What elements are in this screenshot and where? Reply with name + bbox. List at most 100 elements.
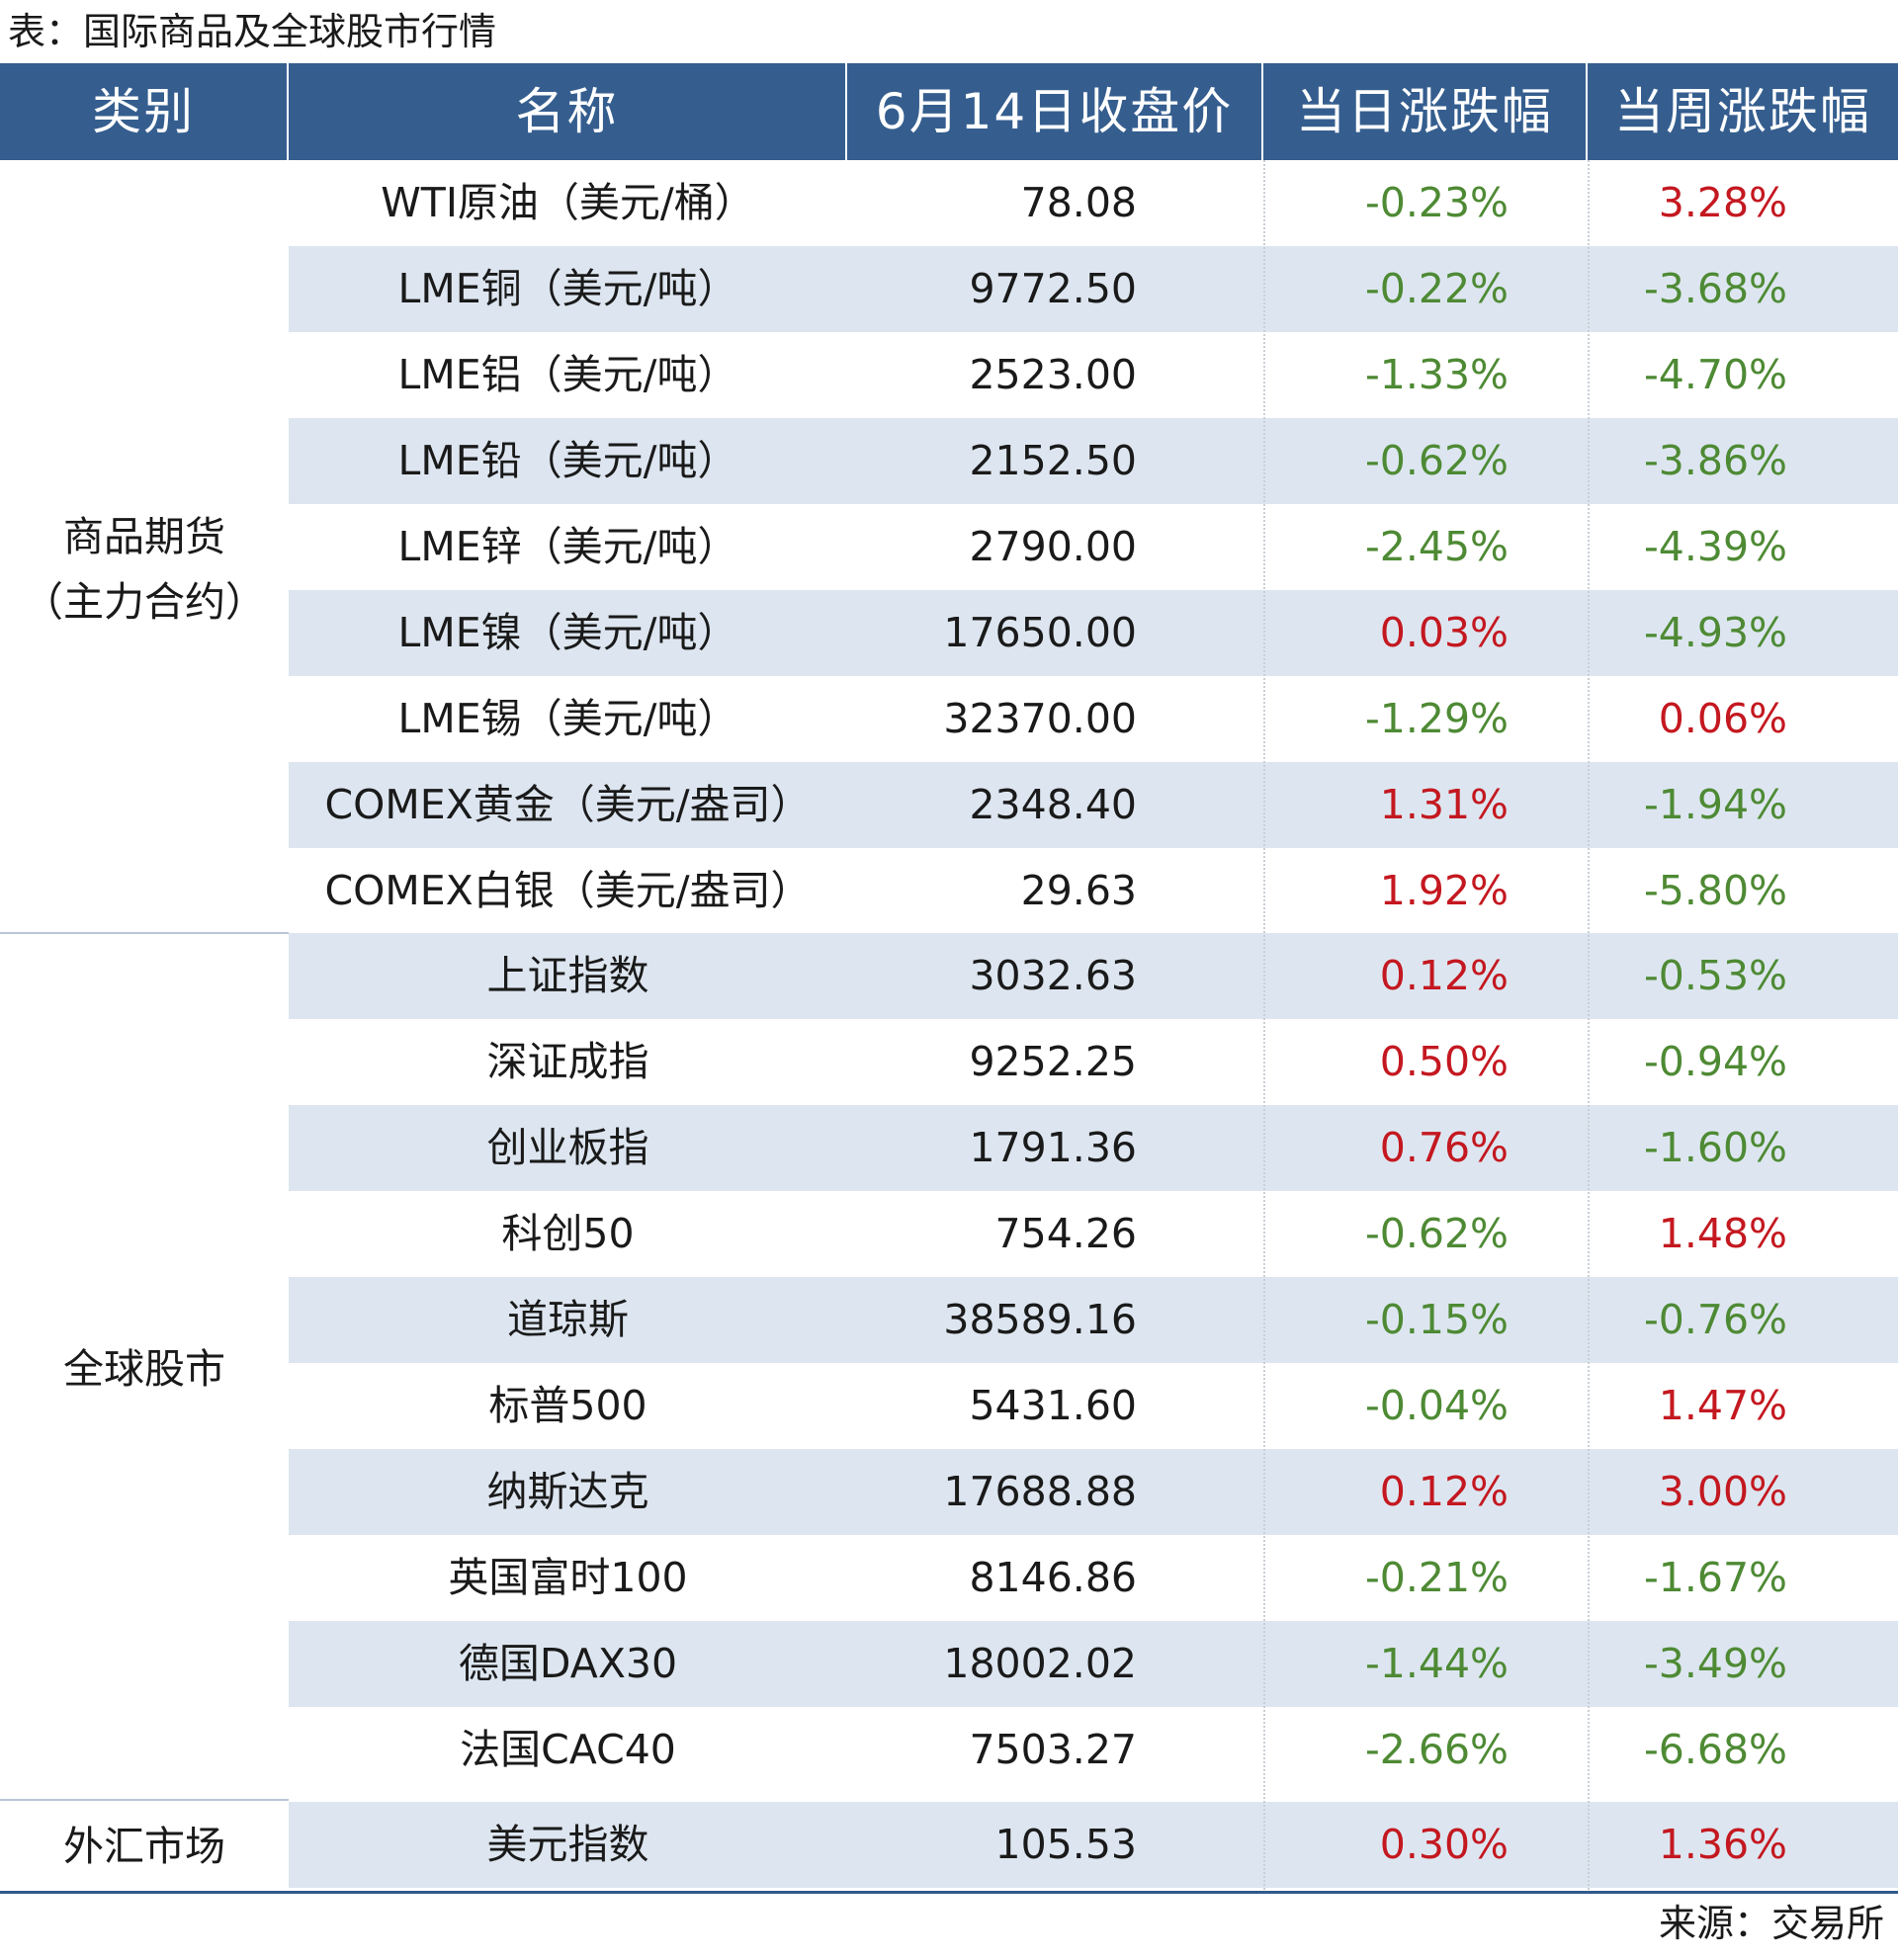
daily-change: -0.22%: [1364, 265, 1509, 312]
daily-change: -0.23%: [1364, 179, 1509, 226]
close-price: 9252.25: [969, 1038, 1137, 1085]
instrument-name: LME铅（美元/吨）: [397, 437, 738, 484]
close-price: 5431.60: [969, 1382, 1137, 1429]
instrument-name: 创业板指: [486, 1124, 649, 1171]
close-price: 105.53: [994, 1821, 1137, 1868]
close-price: 754.26: [994, 1210, 1137, 1257]
close-price: 2348.40: [969, 781, 1137, 828]
instrument-name: LME锡（美元/吨）: [397, 695, 738, 742]
instrument-name: 科创50: [501, 1210, 635, 1257]
daily-change: -1.29%: [1364, 695, 1509, 742]
close-price: 2152.50: [969, 437, 1137, 484]
weekly-change: -4.70%: [1643, 351, 1787, 398]
table-row: LME锌（美元/吨） 2790.00 -2.45% -4.39%: [289, 504, 1898, 590]
header-daily: 当日涨跌幅: [1263, 63, 1588, 160]
daily-change: -0.04%: [1364, 1382, 1509, 1429]
category-commodity-futures: 商品期货 （主力合约）: [0, 504, 289, 635]
category-label: 商品期货: [63, 513, 225, 560]
category-divider: [0, 1799, 289, 1801]
daily-change: -2.66%: [1364, 1726, 1509, 1773]
weekly-change: 3.28%: [1658, 179, 1787, 226]
weekly-change: -0.94%: [1643, 1038, 1787, 1085]
daily-change: 0.12%: [1379, 1468, 1509, 1515]
table-row: WTI原油（美元/桶） 78.08 -0.23% 3.28%: [289, 160, 1898, 246]
close-price: 32370.00: [943, 695, 1137, 742]
instrument-name: 上证指数: [486, 952, 649, 999]
close-price: 29.63: [1020, 867, 1137, 914]
daily-change: 0.76%: [1379, 1124, 1509, 1171]
daily-change: 0.30%: [1379, 1821, 1509, 1868]
close-price: 8146.86: [969, 1554, 1137, 1601]
table-header: 类别 名称 6月14日收盘价 当日涨跌幅 当周涨跌幅: [0, 63, 1898, 160]
table-row: LME铜（美元/吨） 9772.50 -0.22% -3.68%: [289, 246, 1898, 332]
instrument-name: WTI原油（美元/桶）: [381, 179, 755, 226]
category-label: 全球股市: [63, 1345, 225, 1393]
daily-change: -1.33%: [1364, 351, 1509, 398]
market-table: 类别 名称 6月14日收盘价 当日涨跌幅 当周涨跌幅 WTI原油（美元/桶） 78…: [0, 63, 1898, 1894]
table-row: 德国DAX30 18002.02 -1.44% -3.49%: [289, 1621, 1898, 1707]
header-name: 名称: [289, 63, 847, 160]
weekly-change: -1.67%: [1643, 1554, 1787, 1601]
weekly-change: -4.93%: [1643, 609, 1787, 656]
close-price: 38589.16: [943, 1296, 1137, 1343]
weekly-change: 1.48%: [1658, 1210, 1787, 1257]
daily-change: -0.62%: [1364, 437, 1509, 484]
close-price: 9772.50: [969, 265, 1137, 312]
daily-change: 0.03%: [1379, 609, 1509, 656]
table-row: 法国CAC40 7503.27 -2.66% -6.68%: [289, 1707, 1898, 1793]
table-row: 英国富时100 8146.86 -0.21% -1.67%: [289, 1535, 1898, 1621]
instrument-name: 标普500: [488, 1382, 647, 1429]
close-price: 1791.36: [969, 1124, 1137, 1171]
weekly-change: -4.39%: [1643, 523, 1787, 570]
weekly-change: 3.00%: [1658, 1468, 1787, 1515]
daily-change: 1.92%: [1379, 867, 1509, 914]
table-row: 标普500 5431.60 -0.04% 1.47%: [289, 1363, 1898, 1449]
weekly-change: 0.06%: [1658, 695, 1787, 742]
table-row: LME锡（美元/吨） 32370.00 -1.29% 0.06%: [289, 676, 1898, 762]
weekly-change: -1.94%: [1643, 781, 1787, 828]
table-row: LME铝（美元/吨） 2523.00 -1.33% -4.70%: [289, 332, 1898, 418]
instrument-name: LME铜（美元/吨）: [397, 265, 738, 312]
instrument-name: 道琼斯: [507, 1296, 629, 1343]
table-row: 深证成指 9252.25 0.50% -0.94%: [289, 1019, 1898, 1105]
daily-change: -2.45%: [1364, 523, 1509, 570]
close-price: 78.08: [1020, 179, 1137, 226]
table-row: 科创50 754.26 -0.62% 1.48%: [289, 1191, 1898, 1277]
instrument-name: 德国DAX30: [458, 1640, 678, 1687]
close-price: 3032.63: [969, 952, 1137, 999]
weekly-change: -0.53%: [1643, 952, 1787, 999]
instrument-name: LME锌（美元/吨）: [397, 523, 738, 570]
category-divider: [0, 932, 289, 934]
table-row: COMEX白银（美元/盎司） 29.63 1.92% -5.80%: [289, 848, 1898, 934]
daily-change: 1.31%: [1379, 781, 1509, 828]
instrument-name: LME铝（美元/吨）: [397, 351, 738, 398]
instrument-name: LME镍（美元/吨）: [397, 609, 738, 656]
weekly-change: -3.49%: [1643, 1640, 1787, 1687]
table-row: 美元指数 105.53 0.30% 1.36%: [289, 1802, 1898, 1888]
table-row: 创业板指 1791.36 0.76% -1.60%: [289, 1105, 1898, 1191]
table-bottom-rule: [0, 1891, 1898, 1894]
table-caption: 表：国际商品及全球股市行情: [8, 10, 497, 53]
close-price: 17650.00: [943, 609, 1137, 656]
close-price: 2790.00: [969, 523, 1137, 570]
instrument-name: COMEX白银（美元/盎司）: [324, 867, 812, 914]
weekly-change: -1.60%: [1643, 1124, 1787, 1171]
table-row: COMEX黄金（美元/盎司） 2348.40 1.31% -1.94%: [289, 762, 1898, 848]
table-row: 纳斯达克 17688.88 0.12% 3.00%: [289, 1449, 1898, 1535]
table-row: LME铅（美元/吨） 2152.50 -0.62% -3.86%: [289, 418, 1898, 504]
table-row: LME镍（美元/吨） 17650.00 0.03% -4.93%: [289, 590, 1898, 676]
weekly-change: -3.68%: [1643, 265, 1787, 312]
instrument-name: 深证成指: [486, 1038, 649, 1085]
weekly-change: -3.86%: [1643, 437, 1787, 484]
daily-change: 0.50%: [1379, 1038, 1509, 1085]
weekly-change: 1.36%: [1658, 1821, 1787, 1868]
weekly-change: -5.80%: [1643, 867, 1787, 914]
close-price: 18002.02: [943, 1640, 1137, 1687]
instrument-name: 纳斯达克: [486, 1468, 649, 1515]
close-price: 7503.27: [969, 1726, 1137, 1773]
category-sublabel: （主力合约）: [23, 578, 266, 626]
header-weekly: 当周涨跌幅: [1614, 83, 1871, 140]
daily-change: -1.44%: [1364, 1640, 1509, 1687]
category-global-stocks: 全球股市: [0, 1336, 289, 1402]
weekly-change: -6.68%: [1643, 1726, 1787, 1773]
